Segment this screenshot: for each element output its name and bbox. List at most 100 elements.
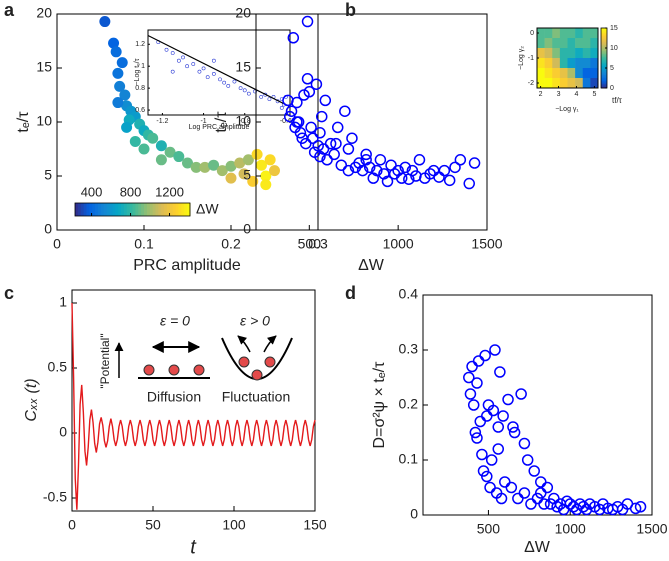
point <box>468 157 481 169</box>
heatmap-cell <box>582 38 591 49</box>
y-tick-label: 0 <box>243 221 251 237</box>
colorbar-swatch <box>112 203 116 216</box>
colorbar-swatch <box>601 85 607 87</box>
point <box>319 94 332 107</box>
colorbar-swatch <box>601 61 607 63</box>
point <box>205 75 210 80</box>
colorbar-swatch <box>83 203 87 216</box>
heatmap-cell <box>575 48 584 59</box>
point <box>279 105 284 110</box>
point <box>360 148 372 161</box>
y-axis-label: tₑ/τ <box>213 111 230 133</box>
point <box>285 105 298 117</box>
fluctuation-arrow <box>237 335 251 353</box>
point <box>342 143 355 155</box>
point <box>521 454 534 466</box>
colorbar-label: tf/τ <box>612 96 623 105</box>
point <box>395 172 408 184</box>
y-tick-label: 0 <box>530 30 534 37</box>
y-tick-label: -0.5 <box>43 489 67 505</box>
colorbar-tick-label: 5 <box>610 65 614 72</box>
point <box>479 349 491 362</box>
point <box>170 69 175 74</box>
x-tick-label: 1000 <box>383 236 414 252</box>
x-tick-label: -1.2 <box>156 118 168 125</box>
heatmap-cell <box>559 28 568 39</box>
point <box>489 344 501 356</box>
heatmap-cell <box>552 58 561 69</box>
annotation: ε > 0 <box>240 313 270 329</box>
x-axis-label: ΔW <box>524 539 551 556</box>
point <box>538 498 550 510</box>
colorbar-swatch <box>158 203 162 216</box>
colorbar-swatch <box>175 203 179 216</box>
point <box>535 476 547 488</box>
point <box>269 165 280 177</box>
colorbar-swatch <box>601 79 607 81</box>
point <box>463 371 475 384</box>
point <box>164 146 176 158</box>
particle <box>238 356 250 368</box>
point <box>260 179 272 191</box>
colorbar-swatch <box>601 52 607 54</box>
colorbar-swatch <box>601 44 607 47</box>
colorbar-tick-label: 400 <box>81 184 103 199</box>
heatmap-cell <box>575 68 584 79</box>
point <box>238 168 250 180</box>
x-tick-label: -1 <box>200 118 206 125</box>
point <box>499 476 511 488</box>
colorbar-swatch <box>601 64 607 66</box>
point <box>114 80 126 92</box>
colorbar-swatch <box>601 67 607 69</box>
y-tick-label: 15 <box>235 59 251 75</box>
point <box>497 410 509 422</box>
heatmap-cell <box>559 78 568 89</box>
colorbar-swatch <box>103 203 108 216</box>
point <box>481 470 493 483</box>
colorbar-swatch <box>118 203 122 216</box>
particle <box>168 364 180 376</box>
heatmap-cell <box>544 38 553 49</box>
point <box>374 154 387 166</box>
colorbar-swatch <box>149 203 154 216</box>
colorbar-swatch <box>601 38 607 41</box>
colorbar-swatch <box>109 203 113 216</box>
colorbar-swatch <box>601 28 607 30</box>
y-tick-label: -1 <box>528 55 534 62</box>
x-tick-label: 0.3 <box>308 236 328 252</box>
point <box>335 159 348 171</box>
point <box>234 157 246 169</box>
point <box>317 143 330 155</box>
colorbar-frame <box>74 202 191 217</box>
point <box>232 79 237 84</box>
colorbar-tick-label: 10 <box>610 45 618 52</box>
colorbar-swatch <box>121 203 125 216</box>
point <box>170 51 175 55</box>
colorbar-swatch <box>115 203 119 216</box>
colorbar-tick-label: 1200 <box>155 184 184 199</box>
colorbar-swatch <box>601 76 607 78</box>
y-axis-label: −Log γ₂ <box>518 46 525 70</box>
y-tick-label: 0 <box>410 506 418 522</box>
point <box>525 498 537 510</box>
heatmap-cell <box>537 78 545 89</box>
y-axis-label: Cₓₓ (t) <box>23 378 40 421</box>
colorbar-swatch <box>75 203 79 216</box>
point <box>267 97 272 101</box>
point <box>467 399 480 411</box>
heatmap-cell <box>575 28 584 39</box>
x-tick-label: 50 <box>145 517 161 533</box>
x-axis-label: −Log γ₁ <box>555 106 579 113</box>
point <box>541 481 554 494</box>
heatmap-cell <box>559 38 568 49</box>
point <box>371 164 383 177</box>
point <box>225 172 237 184</box>
point <box>182 157 193 169</box>
y-tick-label: 0.2 <box>399 396 419 412</box>
colorbar-label: ΔW <box>196 201 219 217</box>
heatmap-cell <box>590 68 599 79</box>
point <box>466 360 478 373</box>
point <box>208 159 220 171</box>
heatmap-cell <box>567 38 576 49</box>
point <box>129 135 141 147</box>
